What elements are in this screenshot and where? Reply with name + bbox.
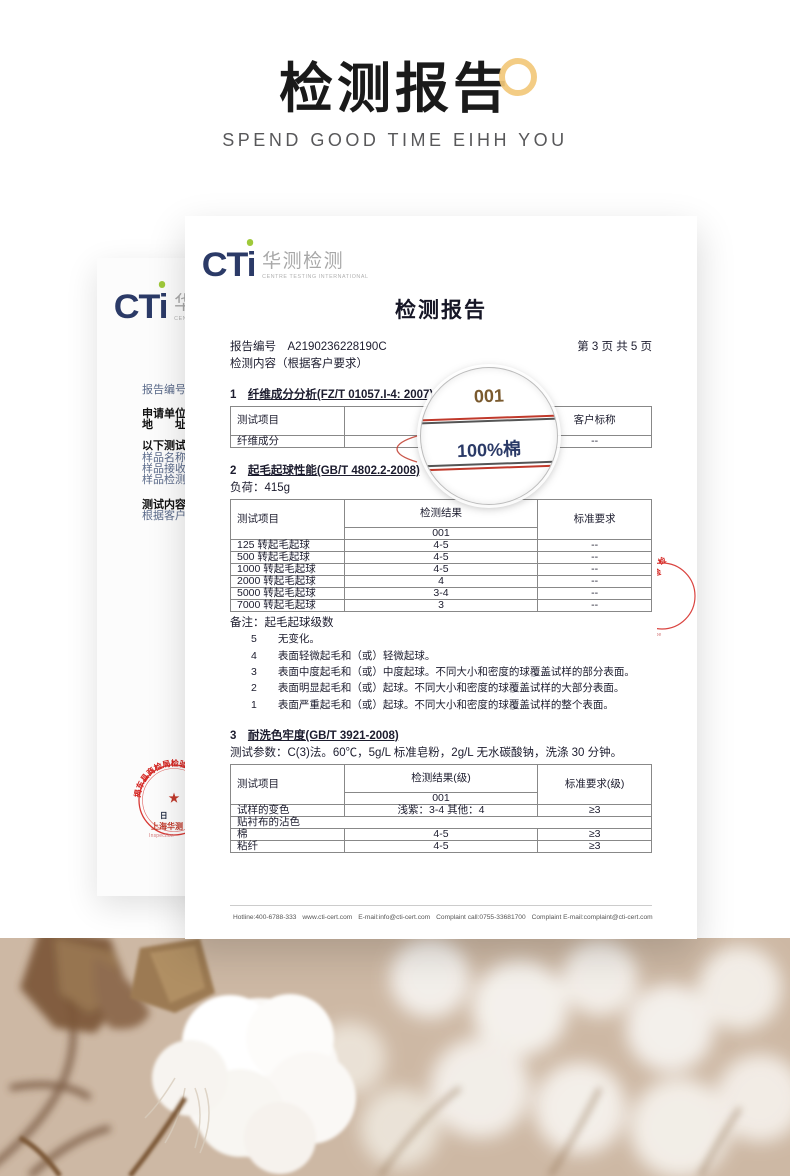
svg-text:上海华测: 上海华测 [151,821,183,831]
svg-text:Inspe: Inspe [657,632,661,638]
svg-text:Inspection: Inspection [149,833,174,839]
svg-text:揭东县商检局检验: 揭东县商检局检验 [132,758,190,798]
svg-text:验: 验 [657,566,663,578]
svg-text:★: ★ [169,791,180,805]
svg-text:检: 检 [657,554,668,567]
svg-text:日: 日 [160,811,168,820]
